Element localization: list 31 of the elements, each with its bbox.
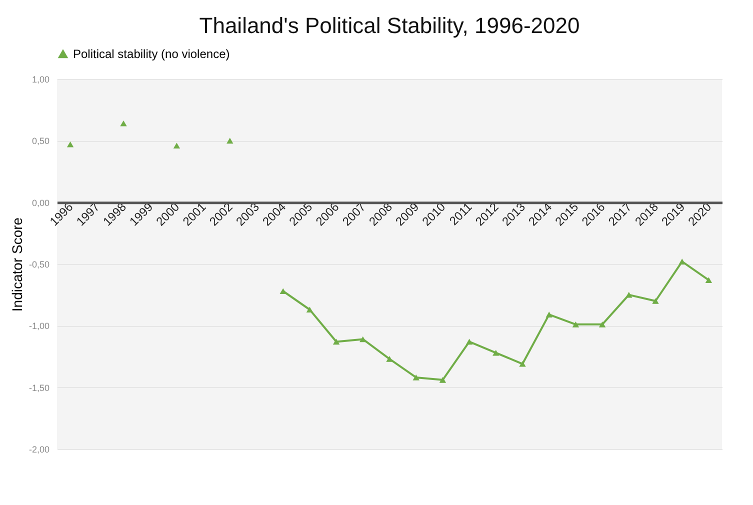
point xyxy=(626,292,632,298)
y-tick-label: 1,00 xyxy=(32,74,50,84)
point xyxy=(492,350,500,356)
y-tick-label: 0,00 xyxy=(32,198,50,208)
y-tick-label: 0,50 xyxy=(32,136,50,146)
legend-label: Political stability (no violence) xyxy=(73,47,230,61)
y-axis-title: Indicator Score xyxy=(8,217,25,312)
point xyxy=(705,277,712,283)
point xyxy=(120,120,127,126)
point xyxy=(546,312,552,318)
y-tick-label: -1,50 xyxy=(28,382,50,393)
point xyxy=(226,138,234,144)
chart-title: Thailand's Political Stability, 1996-2020 xyxy=(199,13,580,38)
point xyxy=(332,338,340,345)
point xyxy=(360,336,366,342)
point xyxy=(412,374,420,380)
point xyxy=(173,142,180,149)
point xyxy=(598,322,606,328)
y-tick-label: -0,50 xyxy=(28,260,50,270)
y-tick-label: -2,00 xyxy=(28,444,50,454)
point xyxy=(439,377,446,383)
point xyxy=(572,322,580,328)
point xyxy=(678,258,686,264)
point xyxy=(306,306,314,313)
point xyxy=(652,298,659,304)
point xyxy=(519,360,526,367)
point xyxy=(386,356,393,362)
point xyxy=(466,338,473,345)
point xyxy=(280,288,286,294)
y-tick-label: -1,00 xyxy=(28,321,50,332)
point xyxy=(66,141,74,148)
